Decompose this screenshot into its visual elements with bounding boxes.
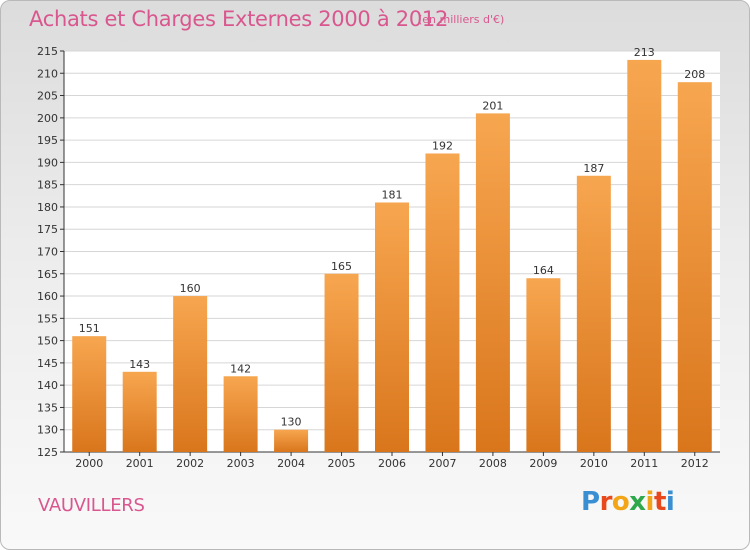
y-tick-label: 210	[37, 67, 58, 80]
bar-2010	[576, 175, 611, 452]
logo-letter: o	[611, 487, 630, 517]
bar-2012	[677, 82, 712, 452]
data-label: 165	[331, 260, 352, 273]
data-label: 208	[684, 68, 705, 81]
bar-2007	[425, 153, 460, 452]
bar-2011	[627, 59, 662, 453]
y-tick-label: 195	[37, 134, 58, 147]
x-tick-label: 2002	[176, 457, 204, 470]
logo-letter: i	[645, 487, 655, 517]
y-tick-label: 185	[37, 179, 58, 192]
y-tick-label: 180	[37, 201, 58, 214]
bar-2005	[324, 273, 359, 452]
y-tick-label: 205	[37, 90, 58, 103]
x-tick-label: 2004	[277, 457, 305, 470]
y-axis-ticks: 125 130 135 140 145 150 155 160 165 170 175 180 185 1…	[37, 45, 58, 459]
data-labels: 151 143 160 142 130 165 181 192 201 164 187 213 208	[79, 46, 706, 429]
logo-letter: P	[581, 487, 600, 517]
data-label: 201	[482, 99, 503, 112]
y-tick-label: 145	[37, 357, 58, 370]
y-tick-label: 155	[37, 312, 58, 325]
logo-letter: t	[653, 487, 666, 517]
proxiti-logo: Proxiti	[581, 487, 675, 517]
data-label: 143	[129, 358, 150, 371]
logo-letter: i	[665, 487, 675, 517]
data-label: 142	[230, 362, 251, 375]
bar-2002	[173, 296, 208, 452]
data-label: 181	[382, 188, 403, 201]
y-tick-label: 175	[37, 223, 58, 236]
y-tick-label: 165	[37, 268, 58, 281]
chart-subtitle: (en milliers d'€)	[418, 13, 505, 26]
chart-title: Achats et Charges Externes 2000 à 2012	[29, 7, 449, 31]
data-label: 187	[583, 162, 604, 175]
x-tick-label: 2010	[580, 457, 608, 470]
bar-2009	[526, 278, 561, 452]
x-tick-label: 2006	[378, 457, 406, 470]
x-tick-label: 2001	[126, 457, 154, 470]
bar-2008	[475, 113, 510, 452]
bar-2000	[72, 336, 107, 452]
y-tick-label: 215	[37, 45, 58, 58]
bar-2001	[122, 371, 157, 452]
bar-2006	[375, 202, 409, 452]
data-label: 130	[281, 416, 302, 429]
data-label: 164	[533, 264, 554, 277]
x-tick-label: 2008	[479, 457, 507, 470]
bar-2004	[274, 429, 309, 452]
logo-letter: x	[629, 487, 646, 517]
y-tick-label: 135	[37, 401, 58, 414]
y-tick-label: 130	[37, 424, 58, 437]
y-tick-label: 140	[37, 379, 58, 392]
data-label: 160	[180, 282, 201, 295]
bars	[72, 59, 712, 453]
x-tick-label: 2011	[630, 457, 658, 470]
data-label: 213	[634, 46, 655, 59]
x-tick-label: 2007	[428, 457, 456, 470]
y-tick-label: 125	[37, 446, 58, 459]
x-axis-ticks: 2000 2001 2002 2003 2004 2005 2006 2007 2008 2009…	[75, 457, 709, 470]
x-tick-label: 2012	[681, 457, 709, 470]
y-tick-label: 200	[37, 112, 58, 125]
commune-name: VAUVILLERS	[38, 495, 145, 516]
bar-2003	[223, 376, 258, 452]
y-tick-label: 170	[37, 246, 58, 259]
x-tick-label: 2003	[227, 457, 255, 470]
x-tick-label: 2005	[328, 457, 356, 470]
y-tick-label: 160	[37, 290, 58, 303]
y-tick-label: 150	[37, 335, 58, 348]
y-tick-label: 190	[37, 156, 58, 169]
x-tick-label: 2009	[529, 457, 557, 470]
data-label: 151	[79, 322, 100, 335]
data-label: 192	[432, 139, 453, 152]
x-tick-label: 2000	[75, 457, 103, 470]
logo-letter: r	[599, 487, 613, 517]
